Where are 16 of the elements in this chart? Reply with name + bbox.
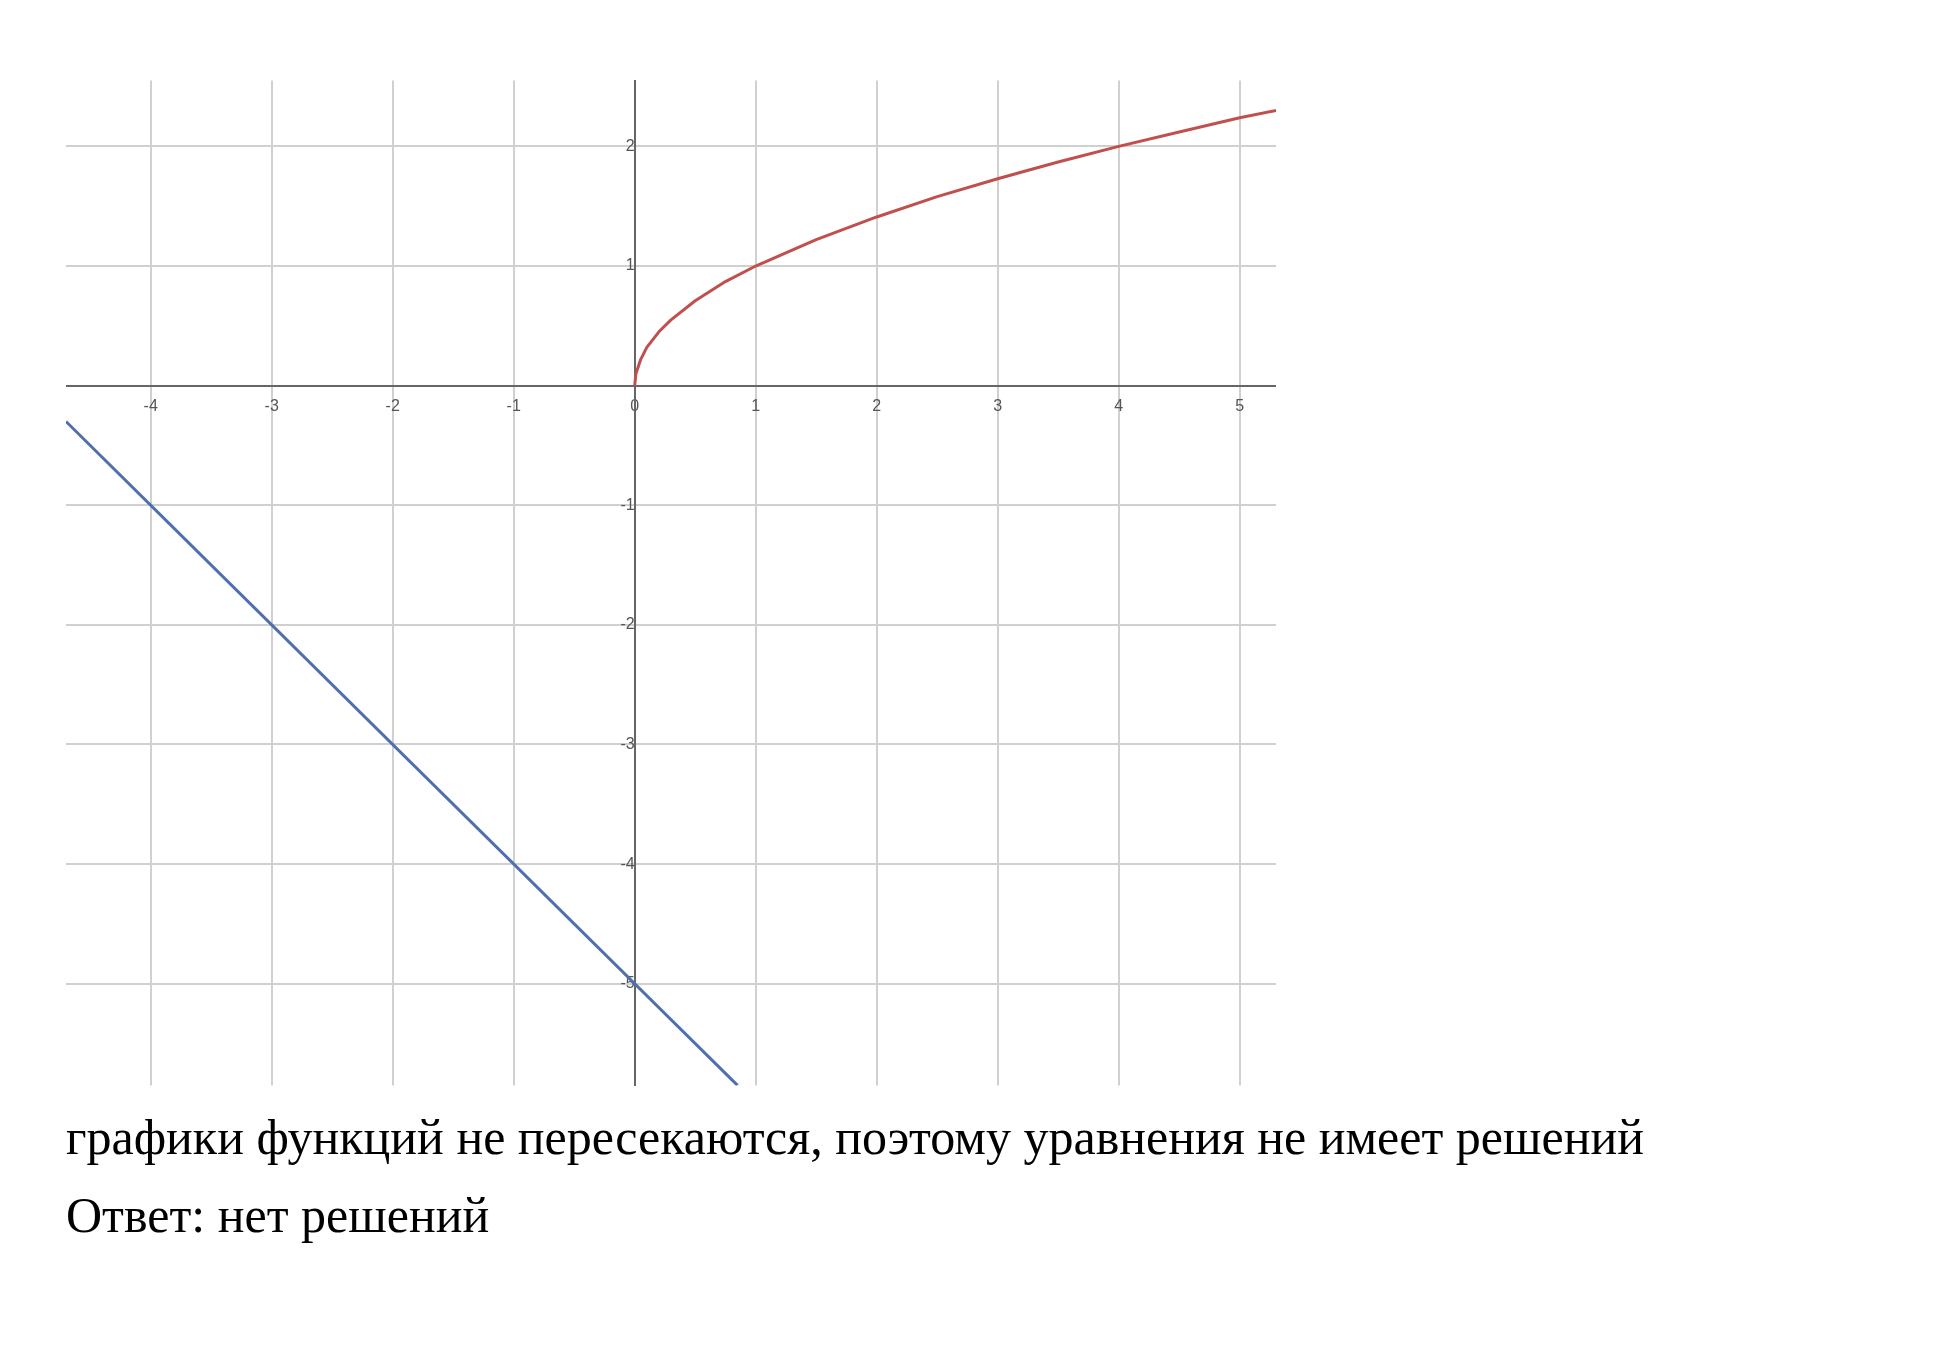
x-tick-label: 3 — [993, 396, 1003, 414]
x-tick-label: -3 — [264, 396, 279, 414]
x-tick-label: -4 — [143, 396, 158, 414]
y-tick-label: 1 — [625, 256, 635, 274]
x-tick-label: 1 — [751, 396, 761, 414]
x-tick-label: 4 — [1114, 396, 1124, 414]
x-tick-label: -2 — [385, 396, 400, 414]
y-tick-label: -1 — [620, 495, 635, 513]
x-tick-label: 5 — [1235, 396, 1245, 414]
text: Ответ: нет решений — [66, 1186, 491, 1244]
x-tick-label: 2 — [872, 396, 882, 414]
text: графики функций не пересекаются, поэтому уравнения не имеет решений — [66, 1108, 1645, 1166]
y-tick-label: -2 — [620, 615, 635, 633]
x-tick-label: -1 — [506, 396, 521, 414]
y-tick-label: -3 — [620, 734, 635, 752]
y-tick-label: 2 — [625, 136, 635, 154]
